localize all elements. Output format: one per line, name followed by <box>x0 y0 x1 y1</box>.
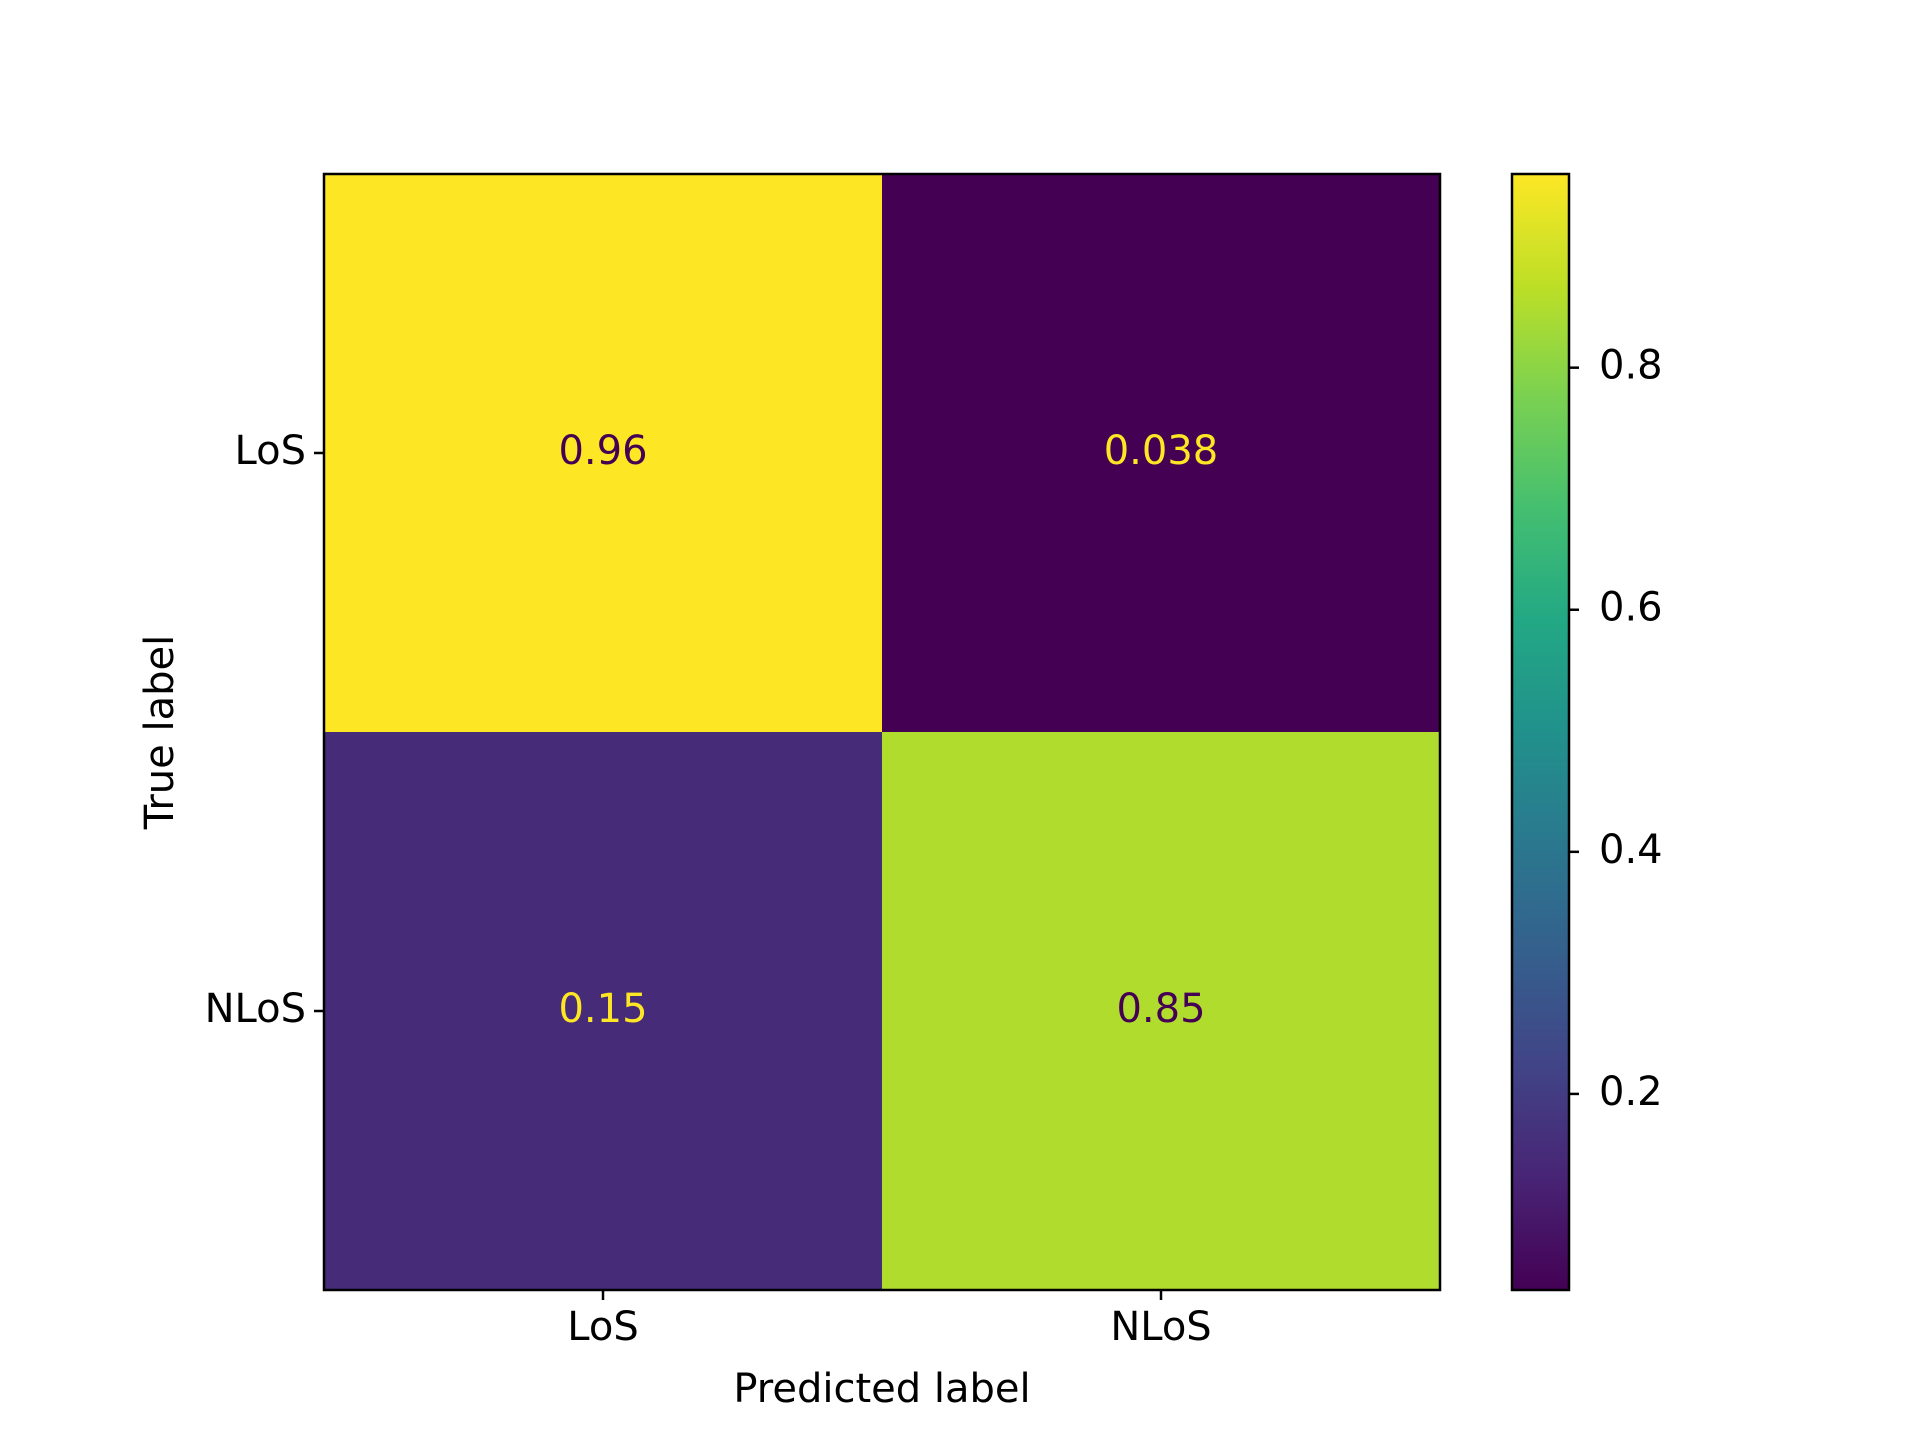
heatmap-cells: 0.96 0.038 0.15 0.85 <box>324 174 1441 1291</box>
x-axis-ticks: LoS NLoS <box>567 1290 1212 1350</box>
colorbar-gradient <box>1512 174 1569 1290</box>
x-axis-label: Predicted label <box>733 1366 1030 1412</box>
y-tick-label: LoS <box>235 428 306 474</box>
colorbar-tick-label: 0.4 <box>1599 827 1663 873</box>
heatmap-cell <box>882 732 1441 1291</box>
cell-value-label: 0.96 <box>558 428 647 474</box>
cell-value-label: 0.15 <box>558 986 647 1032</box>
cell-value-label: 0.85 <box>1116 986 1205 1032</box>
colorbar-tick-label: 0.8 <box>1599 343 1663 389</box>
colorbar-frame <box>1510 172 1571 1292</box>
colorbar-tick-label: 0.6 <box>1599 585 1663 631</box>
x-tick-label: NLoS <box>1110 1304 1211 1350</box>
plot-frame <box>322 172 1442 1292</box>
colorbar-tick-label: 0.2 <box>1599 1069 1663 1115</box>
heatmap-cell <box>324 732 883 1291</box>
y-axis-ticks: LoS NLoS <box>205 428 324 1032</box>
y-tick-label: NLoS <box>205 986 306 1032</box>
cell-value-label: 0.038 <box>1104 428 1219 474</box>
colorbar-ticks: 0.2 0.4 0.6 0.8 <box>1569 343 1663 1115</box>
heatmap-cell <box>882 174 1441 733</box>
heatmap-cell <box>324 174 883 733</box>
y-axis-label: True label <box>137 635 183 830</box>
x-tick-label: LoS <box>567 1304 638 1350</box>
